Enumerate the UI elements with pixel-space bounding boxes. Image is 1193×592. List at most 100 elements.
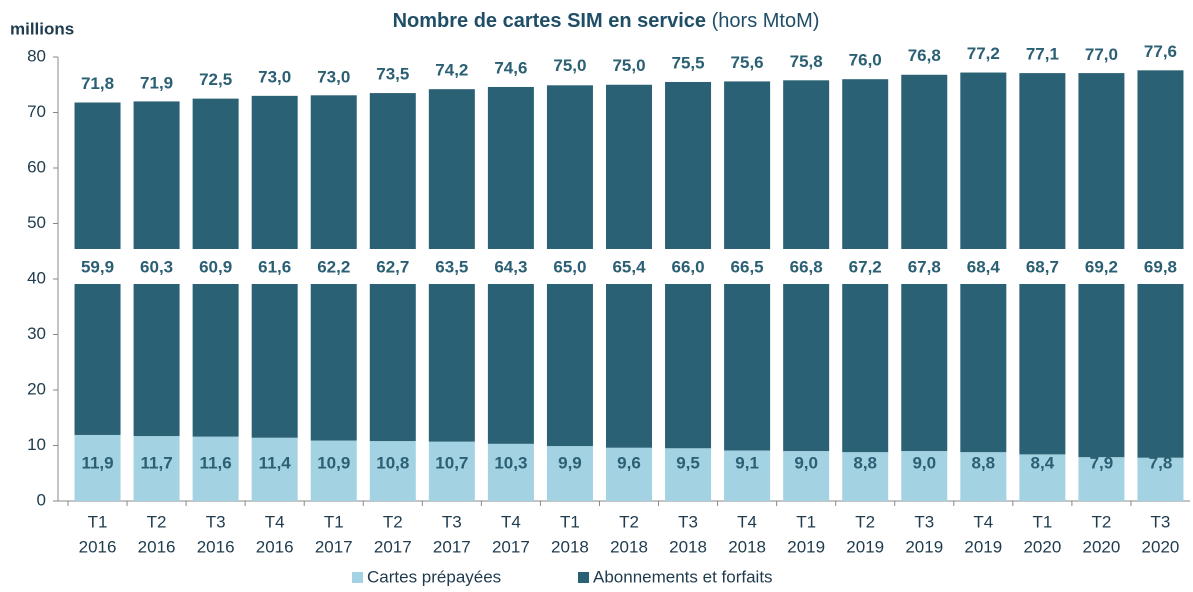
y-tick-label: 80: [27, 46, 46, 65]
x-tick-label: 2019: [787, 537, 825, 556]
data-label: 65,0: [553, 257, 586, 276]
axis-break: [427, 249, 476, 284]
x-tick-label: T4: [973, 512, 993, 531]
x-tick-label: T3: [914, 512, 934, 531]
total-label: 72,5: [199, 70, 232, 89]
x-tick-label: 2018: [669, 537, 707, 556]
x-tick-label: 2020: [1142, 537, 1180, 556]
legend-swatch: [578, 572, 589, 583]
total-label: 73,0: [258, 67, 291, 86]
x-tick-label: 2016: [197, 537, 235, 556]
axis-break: [723, 249, 772, 284]
data-label: 10,3: [494, 453, 527, 472]
bar-segment: [310, 440, 357, 501]
data-label: 66,5: [731, 257, 764, 276]
x-tick-label: 2020: [1023, 537, 1061, 556]
x-tick-label: T4: [265, 512, 285, 531]
y-tick-label: 60: [27, 157, 46, 176]
data-label: 7,9: [1090, 453, 1114, 472]
y-axis-label: millions: [10, 19, 74, 38]
y-tick-label: 70: [27, 102, 46, 121]
bar-segment: [1078, 457, 1125, 501]
data-label: 10,8: [376, 453, 409, 472]
data-label: 59,9: [81, 257, 114, 276]
y-tick-label: 50: [27, 213, 46, 232]
bar-segment: [192, 436, 239, 501]
total-label: 77,6: [1144, 42, 1177, 61]
total-label: 75,0: [612, 56, 645, 75]
x-tick-label: 2017: [492, 537, 530, 556]
data-label: 60,9: [199, 257, 232, 276]
axis-break: [1018, 249, 1067, 284]
data-label: 8,4: [1031, 453, 1055, 472]
x-tick-label: T2: [383, 512, 403, 531]
data-label: 10,7: [435, 453, 468, 472]
axis-break: [545, 249, 594, 284]
data-label: 9,1: [735, 453, 759, 472]
chart-title: Nombre de cartes SIM en service (hors Mt…: [393, 10, 820, 32]
x-tick-label: 2016: [79, 537, 117, 556]
axis-break: [132, 249, 181, 284]
title: Nombre de cartes SIM en service: [393, 10, 706, 32]
bar-segment: [74, 434, 121, 501]
axis-break: [191, 249, 240, 284]
axis-break: [309, 249, 358, 284]
bar-segment: [960, 452, 1007, 501]
data-label: 64,3: [494, 257, 527, 276]
bar-segment: [724, 450, 771, 501]
total-label: 77,0: [1085, 45, 1118, 64]
data-label: 9,0: [794, 453, 818, 472]
x-tick-label: 2019: [964, 537, 1002, 556]
bar-segment: [369, 441, 416, 501]
x-tick-label: 2020: [1083, 537, 1121, 556]
data-label: 65,4: [612, 257, 646, 276]
x-tick-label: T2: [1091, 512, 1111, 531]
bar-segment: [428, 441, 475, 501]
x-tick-label: T2: [619, 512, 639, 531]
total-label: 73,5: [376, 65, 409, 84]
bar-segment: [901, 451, 948, 501]
x-tick-label: T1: [796, 512, 816, 531]
total-label: 74,2: [435, 61, 468, 80]
data-label: 62,2: [317, 257, 350, 276]
axis-break: [1136, 249, 1185, 284]
bar-segment: [133, 436, 180, 501]
data-label: 9,9: [558, 453, 582, 472]
data-label: 69,2: [1085, 257, 1118, 276]
total-label: 76,0: [849, 51, 882, 70]
bar-segment: [783, 451, 830, 501]
x-tick-label: 2018: [610, 537, 648, 556]
data-label: 8,8: [971, 453, 995, 472]
bar-segment: [665, 448, 712, 501]
total-label: 75,6: [731, 53, 764, 72]
data-label: 9,6: [617, 453, 641, 472]
x-tick-label: T3: [678, 512, 698, 531]
total-label: 75,5: [672, 53, 705, 72]
bar-segment: [487, 443, 534, 501]
total-label: 74,6: [494, 58, 527, 77]
data-label: 69,8: [1144, 257, 1177, 276]
data-label: 9,0: [912, 453, 936, 472]
axis-break: [605, 249, 653, 284]
total-label: 76,8: [908, 46, 941, 65]
data-label: 11,9: [81, 453, 113, 472]
axis-break: [486, 249, 535, 284]
bar-segment: [1019, 454, 1066, 501]
y-tick-label: 20: [27, 379, 46, 398]
data-label: 66,8: [790, 257, 823, 276]
data-label: 60,3: [140, 257, 173, 276]
axis-break: [900, 249, 949, 284]
x-tick-label: 2018: [551, 537, 589, 556]
axis-break: [250, 249, 299, 284]
x-tick-label: 2017: [433, 537, 471, 556]
y-tick-label: 10: [27, 435, 46, 454]
x-tick-label: 2016: [138, 537, 176, 556]
total-label: 77,2: [967, 44, 1000, 63]
x-tick-label: T3: [206, 512, 226, 531]
x-tick-label: 2017: [315, 537, 353, 556]
data-label: 7,8: [1149, 453, 1173, 472]
legend-swatch: [352, 572, 363, 583]
axis-break: [368, 249, 417, 284]
bar-segment: [1137, 457, 1184, 501]
